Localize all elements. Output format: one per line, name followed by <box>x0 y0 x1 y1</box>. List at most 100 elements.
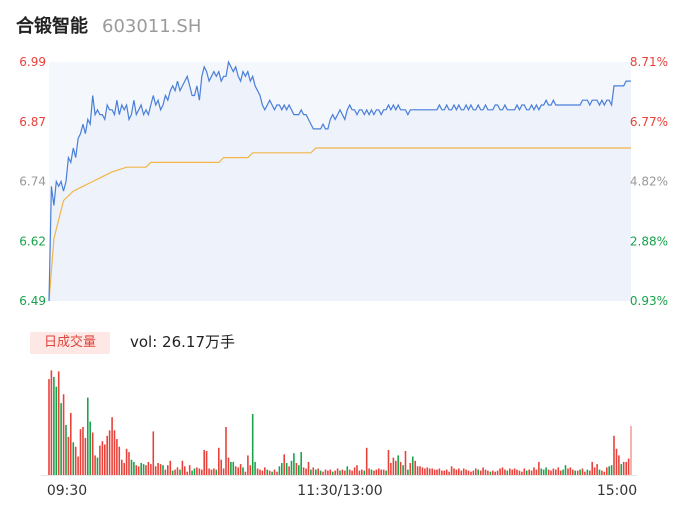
volume-bar <box>310 469 312 476</box>
volume-bar <box>402 465 404 475</box>
volume-bar <box>589 470 591 475</box>
volume-bar <box>94 455 96 475</box>
volume-bar <box>479 470 482 475</box>
volume-bar <box>399 461 402 475</box>
volume-bar <box>239 464 242 475</box>
volume-bar <box>622 461 625 475</box>
volume-bar <box>125 448 128 475</box>
volume-bar <box>96 457 99 475</box>
volume-bar <box>53 376 55 475</box>
volume-bar <box>361 469 363 476</box>
volume-bar <box>123 463 125 475</box>
volume-tab[interactable]: 日成交量 <box>30 332 110 354</box>
volume-bar <box>453 468 455 475</box>
volume-bar <box>130 459 133 475</box>
volume-bar <box>567 468 569 475</box>
volume-bar <box>268 470 271 475</box>
volume-bar <box>171 470 174 475</box>
volume-bar <box>261 470 264 475</box>
volume-bar <box>65 424 67 475</box>
volume-bar <box>584 471 586 475</box>
volume-bar <box>378 468 380 475</box>
volume-bar <box>89 421 91 475</box>
y-right-tick-label: 8.71% <box>630 55 668 69</box>
x-tick-label: 11:30/13:00 <box>297 483 382 499</box>
volume-bar <box>525 470 528 475</box>
volume-bar <box>273 469 276 476</box>
volume-bar <box>477 469 479 476</box>
volume-bar <box>176 467 179 475</box>
volume-bar <box>557 467 560 475</box>
volume-bar <box>562 469 564 476</box>
volume-bar <box>382 469 385 476</box>
volume-bar <box>564 465 567 475</box>
volume-bar <box>470 471 472 475</box>
volume-bar <box>426 467 429 475</box>
volume-bar <box>70 412 72 475</box>
volume-bar <box>249 465 252 475</box>
volume-bar <box>169 460 172 475</box>
volume-bar <box>184 466 186 475</box>
volume-bar <box>50 370 53 475</box>
y-right-tick-label: 6.77% <box>630 115 668 129</box>
volume-bar <box>327 470 329 475</box>
volume-bar <box>598 469 601 476</box>
volume-bar <box>331 471 334 475</box>
volume-bar <box>67 436 70 475</box>
y-left-tick-label: 6.74 <box>19 175 46 189</box>
volume-bar <box>225 427 227 475</box>
volume-bar <box>196 467 198 475</box>
volume-bar <box>438 468 441 475</box>
volume-bar <box>353 467 356 475</box>
volume-bar <box>506 470 509 475</box>
volume-bar <box>416 466 419 475</box>
volume-bar <box>315 469 317 476</box>
volume-bar <box>293 453 295 475</box>
x-tick-label: 09:30 <box>47 483 87 499</box>
volume-bar <box>348 469 351 476</box>
volume-bar <box>186 471 188 475</box>
volume-bar <box>336 468 339 475</box>
volume-bar <box>150 464 152 475</box>
y-left-tick-label: 6.62 <box>19 234 46 248</box>
volume-bar <box>465 469 467 476</box>
volume-bar <box>305 468 307 475</box>
volume-bar <box>450 466 453 475</box>
volume-bar <box>264 467 266 475</box>
volume-bar <box>596 464 598 475</box>
volume-bar <box>606 467 608 475</box>
volume-bar <box>542 469 545 476</box>
volume-bar <box>210 469 213 476</box>
volume-bar <box>538 461 540 475</box>
volume-bar <box>208 468 210 475</box>
volume-bar <box>215 469 218 476</box>
volume-bar <box>157 463 159 475</box>
volume-bar <box>489 471 492 475</box>
volume-bar <box>174 469 176 476</box>
volume-bar <box>55 386 58 475</box>
y-left-tick-label: 6.49 <box>19 294 46 308</box>
volume-bar <box>618 455 620 475</box>
volume-bar <box>356 465 358 475</box>
volume-bar <box>266 469 269 476</box>
volume-bar <box>550 470 552 475</box>
volume-bar <box>625 461 627 475</box>
volume-bar <box>116 439 118 475</box>
volume-bar <box>62 394 65 475</box>
volume-bar <box>244 471 247 475</box>
volume-bar <box>234 466 237 475</box>
volume-bar <box>576 470 579 475</box>
volume-bar <box>179 469 181 476</box>
volume-bar <box>87 397 89 475</box>
y-left-tick-label: 6.87 <box>19 115 46 129</box>
volume-bar <box>60 403 62 475</box>
volume-bar <box>511 469 513 476</box>
volume-bar <box>496 470 499 475</box>
volume-bar <box>581 468 584 475</box>
volume-bar <box>220 459 222 475</box>
volume-bar <box>431 468 433 475</box>
volume-bar <box>521 471 523 475</box>
volume-bar <box>404 451 407 475</box>
volume-bar <box>414 460 416 475</box>
volume-bar <box>586 469 589 476</box>
